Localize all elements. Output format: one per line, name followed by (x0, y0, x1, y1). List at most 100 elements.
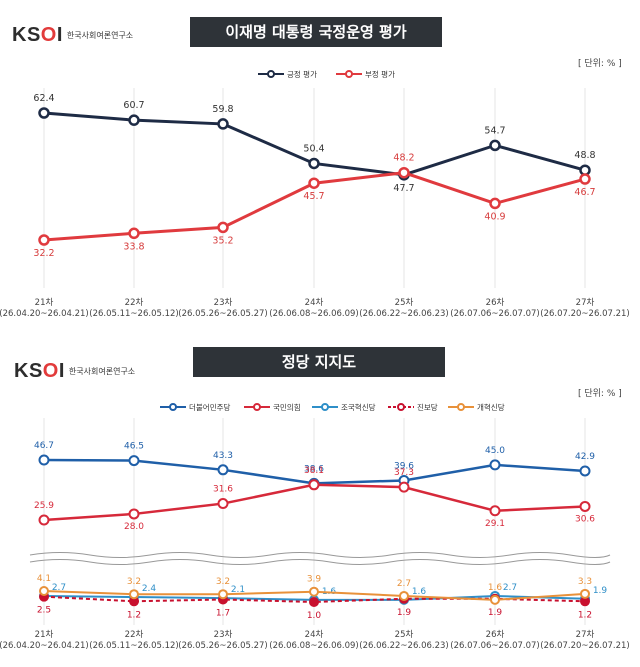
data-label: 45.0 (485, 446, 505, 456)
data-label: 4.1 (37, 574, 51, 584)
data-point (38, 454, 50, 466)
x-tick-label: 25차 (26.06.22~26.06.23) (359, 298, 448, 319)
data-label: 30.6 (575, 514, 595, 524)
data-label: 1.7 (216, 609, 230, 619)
data-point (128, 114, 140, 126)
data-label: 43.3 (213, 451, 233, 461)
data-label: 37.3 (394, 468, 414, 478)
data-label: 31.6 (213, 485, 233, 495)
party-chart-title: 정당 지지도 (193, 347, 445, 377)
legend-label: 진보당 (417, 402, 438, 412)
data-label: 50.4 (303, 143, 324, 154)
data-label: 59.8 (212, 104, 233, 115)
data-label: 48.8 (574, 150, 595, 161)
data-point (308, 157, 320, 170)
data-point (308, 177, 320, 189)
x-tick-label: 21차 (26.04.20~26.04.21) (0, 298, 89, 319)
data-point (579, 465, 591, 477)
party-line-chart: 더불어민주당 국민의힘 조국혁신당 진보당 개혁신당 46.7 46.5 43.3 38.6 39… (0, 402, 630, 651)
data-label: 40.9 (484, 211, 505, 222)
ksoi-logo-2: KSOI 한국사회여론연구소 (14, 360, 135, 383)
legend-label: 조국혁신당 (341, 402, 376, 412)
data-point (129, 589, 139, 600)
x-tick-label: 24차 (26.06.08~26.06.09) (269, 298, 358, 319)
data-point (39, 586, 49, 596)
data-point (490, 594, 500, 605)
data-label: 32.2 (33, 248, 54, 259)
data-point (489, 197, 501, 210)
data-label: 1.9 (488, 608, 503, 618)
data-label: 3.3 (578, 577, 592, 587)
logo-mark-2: KSOI (14, 360, 65, 382)
data-label: 46.7 (574, 187, 595, 198)
data-label: 3.9 (307, 575, 322, 585)
legend-marker (457, 403, 465, 411)
data-label: 1.2 (578, 610, 592, 620)
data-label: 3.2 (127, 577, 141, 587)
data-point (128, 455, 140, 467)
data-point (128, 508, 140, 520)
data-label: 45.7 (303, 191, 324, 202)
x-tick-label: 26차 (26.07.06~26.07.07) (450, 298, 539, 319)
data-point (399, 590, 409, 601)
data-label: 2.7 (503, 583, 517, 593)
data-label: 47.7 (393, 183, 414, 194)
x-tick-label: 23차 (26.05.26~26.05.27) (178, 630, 267, 651)
data-point (398, 166, 410, 179)
data-point (217, 221, 229, 234)
data-point (217, 498, 229, 510)
legend-marker (397, 403, 405, 411)
x-tick-label: 22차 (26.05.11~26.05.12) (89, 298, 178, 319)
x-tick-label: 25차 (26.06.22~26.06.23) (359, 630, 448, 651)
legend-marker (321, 403, 329, 411)
data-label: 60.7 (123, 100, 144, 111)
data-label: 1.0 (307, 611, 322, 621)
data-point (308, 479, 320, 491)
approval-panel: KSOI 한국사회여론연구소 이재명 대통령 국정운영 평가 [ 단위: % ]… (0, 0, 640, 330)
data-point (579, 500, 591, 512)
x-tick-label: 27차 (26.07.20~26.07.21) (540, 630, 629, 651)
data-label: 3.2 (216, 577, 230, 587)
legend-label: 부정 평가 (365, 69, 395, 79)
data-label: 2.5 (37, 606, 51, 616)
legend-marker (169, 403, 177, 411)
data-point (309, 597, 319, 607)
data-point (218, 589, 228, 600)
data-point (217, 464, 229, 476)
data-label: 1.9 (593, 586, 608, 596)
data-label: 48.2 (393, 153, 414, 164)
data-point (489, 505, 501, 517)
data-point (38, 234, 50, 246)
data-label: 1.6 (488, 583, 503, 593)
x-tick-label: 23차 (26.05.26~26.05.27) (178, 298, 267, 319)
data-label: 2.7 (397, 579, 411, 589)
data-point (489, 139, 501, 152)
x-tick-label: 24차 (26.06.08~26.06.09) (269, 630, 358, 651)
x-tick-label: 22차 (26.05.11~26.05.12) (89, 630, 178, 651)
data-label: 42.9 (575, 452, 595, 462)
legend-marker (267, 70, 275, 78)
logo-org-name: 한국사회여론연구소 (66, 31, 134, 40)
data-label: 2.1 (231, 585, 245, 595)
data-label: 29.1 (485, 519, 505, 529)
logo-mark: KSOI (12, 24, 63, 46)
data-point (309, 586, 319, 597)
data-label: 33.8 (123, 241, 144, 252)
legend-label: 더불어민주당 (189, 402, 230, 412)
axis-break-line (29, 552, 611, 558)
data-point (579, 173, 591, 185)
approval-line-chart: 긍정 평가 부정 평가 62.4 60.7 59.8 50.4 47.7 54.7 48.8 32… (0, 69, 630, 319)
data-label: 1.6 (412, 587, 427, 597)
ksoi-logo: KSOI 한국사회여론연구소 (12, 24, 133, 47)
party-support-panel: KSOI 한국사회여론연구소 정당 지지도 [ 단위: % ] 더불어민주당 국민… (0, 330, 640, 667)
data-point (38, 514, 50, 526)
data-label: 62.4 (33, 93, 54, 104)
data-point (38, 107, 50, 119)
data-point (128, 227, 140, 240)
data-label: 1.9 (397, 608, 412, 618)
x-tick-label: 21차 (26.04.20~26.04.21) (0, 630, 89, 651)
x-tick-label: 26차 (26.07.06~26.07.07) (450, 630, 539, 651)
data-label: 35.2 (212, 235, 233, 246)
logo-org-name-2: 한국사회여론연구소 (68, 367, 136, 376)
data-label: 38.1 (304, 466, 324, 476)
